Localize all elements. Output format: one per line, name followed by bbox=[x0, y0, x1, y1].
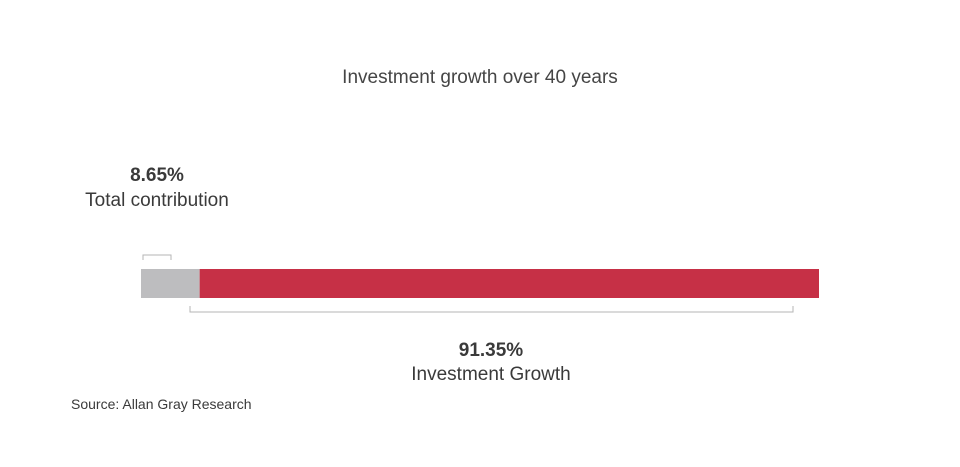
bar-segment-total-contribution bbox=[141, 269, 200, 298]
segment-label-investment-growth: Investment Growth bbox=[411, 364, 570, 385]
segment-label-total-contribution: Total contribution bbox=[85, 190, 229, 211]
bracket-total-contribution bbox=[142, 254, 172, 260]
chart-title: Investment growth over 40 years bbox=[342, 67, 618, 88]
segment-labels: 8.65% Total contribution 91.35% Investment … bbox=[85, 165, 794, 385]
value-label-investment-growth: 91.35% bbox=[459, 340, 524, 361]
bar-segment-investment-growth bbox=[199, 269, 820, 298]
source-note: Source: Allan Gray Research bbox=[71, 396, 252, 412]
bracket-investment-growth bbox=[189, 306, 794, 313]
stacked-bar bbox=[141, 269, 820, 298]
value-label-total-contribution: 8.65% bbox=[130, 165, 184, 186]
